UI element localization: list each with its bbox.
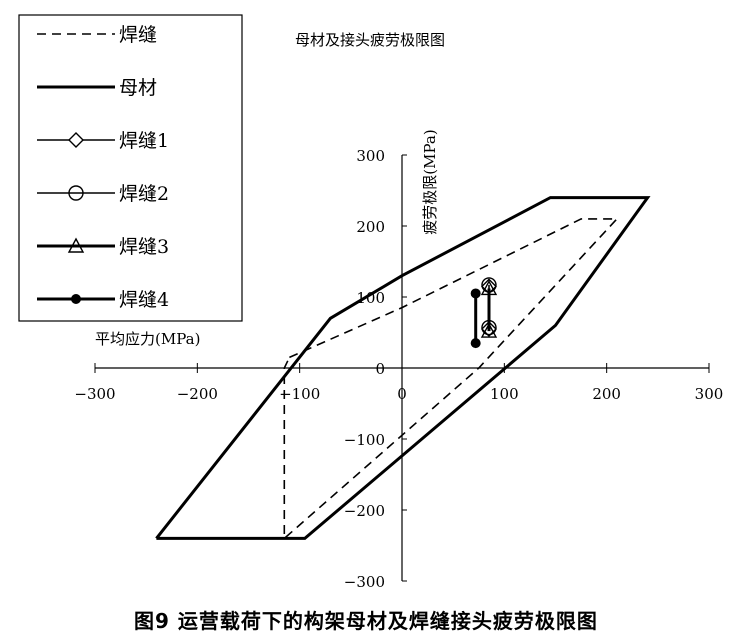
y-axis-label: 疲劳极限(MPa) <box>421 129 439 234</box>
x-tick-label: 100 <box>490 385 519 403</box>
legend-marker-5 <box>67 237 85 253</box>
legend-marker-3 <box>68 132 84 148</box>
legend-label-1: 焊缝 <box>119 24 157 46</box>
legend-label-2: 母材 <box>119 77 157 99</box>
x-tick-label: 0 <box>397 385 407 403</box>
chart-title: 母材及接头疲劳极限图 <box>295 31 445 49</box>
legend-box <box>18 14 243 322</box>
figure-caption: 图9 运营载荷下的构架母材及焊缝接头疲劳极限图 <box>134 609 598 633</box>
y-tick-label: 100 <box>356 289 385 307</box>
series-6-point <box>470 338 481 349</box>
legend-label-3: 焊缝1 <box>119 130 169 152</box>
legend-label-5: 焊缝3 <box>119 236 169 258</box>
x-tick-label: −100 <box>279 385 320 403</box>
x-tick-label: 200 <box>592 385 621 403</box>
y-tick-label-zero: 0 <box>375 360 385 378</box>
y-tick-label: −200 <box>344 502 385 520</box>
y-tick-label: 300 <box>356 147 385 165</box>
y-tick-label: −300 <box>344 573 385 591</box>
series-line-2 <box>155 196 651 540</box>
legend-label-4: 焊缝2 <box>119 183 169 205</box>
x-tick-label: 300 <box>695 385 724 403</box>
legend-label-6: 焊缝4 <box>119 289 169 311</box>
series-5-point <box>480 280 498 296</box>
legend-marker-4 <box>68 185 84 201</box>
series-line-1 <box>283 218 619 541</box>
legend-marker-6 <box>71 294 81 304</box>
x-tick-label: −200 <box>177 385 218 403</box>
series-6-point <box>470 288 481 299</box>
y-tick-label: −100 <box>344 431 385 449</box>
y-tick-label: 200 <box>356 218 385 236</box>
series-5-point <box>480 322 498 338</box>
x-axis-label: 平均应力(MPa) <box>95 330 200 348</box>
x-tick-label: −300 <box>74 385 115 403</box>
